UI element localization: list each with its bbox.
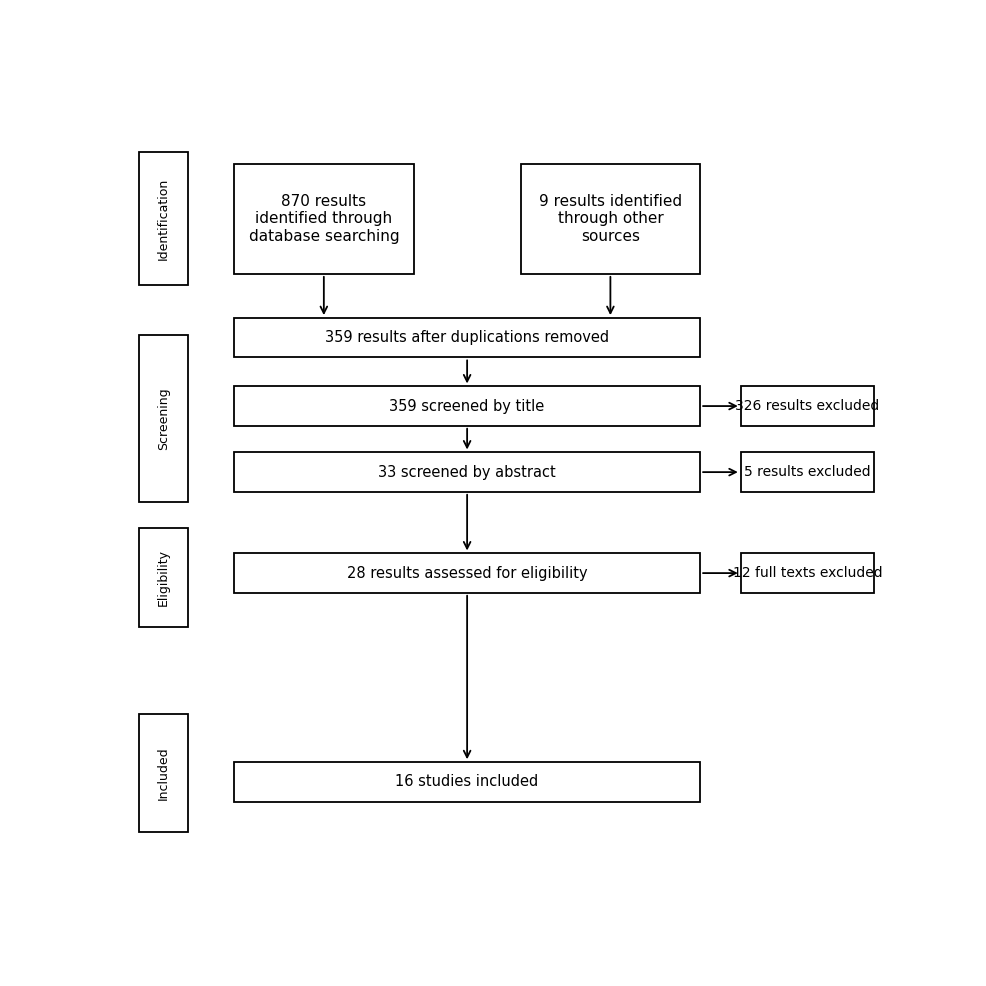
Text: 5 results excluded: 5 results excluded xyxy=(744,465,871,479)
Bar xyxy=(234,453,700,492)
Text: Identification: Identification xyxy=(157,177,170,260)
Text: Included: Included xyxy=(157,746,170,800)
Text: 870 results
identified through
database searching: 870 results identified through database … xyxy=(248,194,399,244)
Text: 33 screened by abstract: 33 screened by abstract xyxy=(379,464,556,479)
Bar xyxy=(740,453,875,492)
Bar xyxy=(234,387,700,426)
Text: 28 results assessed for eligibility: 28 results assessed for eligibility xyxy=(347,566,588,581)
Text: 16 studies included: 16 studies included xyxy=(395,774,538,790)
Bar xyxy=(740,553,875,593)
Text: Screening: Screening xyxy=(157,387,170,450)
Bar xyxy=(234,762,700,802)
Text: 326 results excluded: 326 results excluded xyxy=(736,399,880,413)
Text: Eligibility: Eligibility xyxy=(157,549,170,606)
Bar xyxy=(740,387,875,426)
Bar xyxy=(521,164,700,274)
Bar xyxy=(138,153,188,285)
Text: 359 screened by title: 359 screened by title xyxy=(389,398,544,413)
Bar xyxy=(138,714,188,832)
Text: 12 full texts excluded: 12 full texts excluded xyxy=(733,566,882,580)
Bar xyxy=(234,318,700,358)
Bar xyxy=(234,164,413,274)
Text: 359 results after duplications removed: 359 results after duplications removed xyxy=(325,330,609,345)
Bar xyxy=(234,553,700,593)
Bar xyxy=(138,334,188,502)
Bar xyxy=(138,528,188,627)
Text: 9 results identified
through other
sources: 9 results identified through other sourc… xyxy=(538,194,682,244)
